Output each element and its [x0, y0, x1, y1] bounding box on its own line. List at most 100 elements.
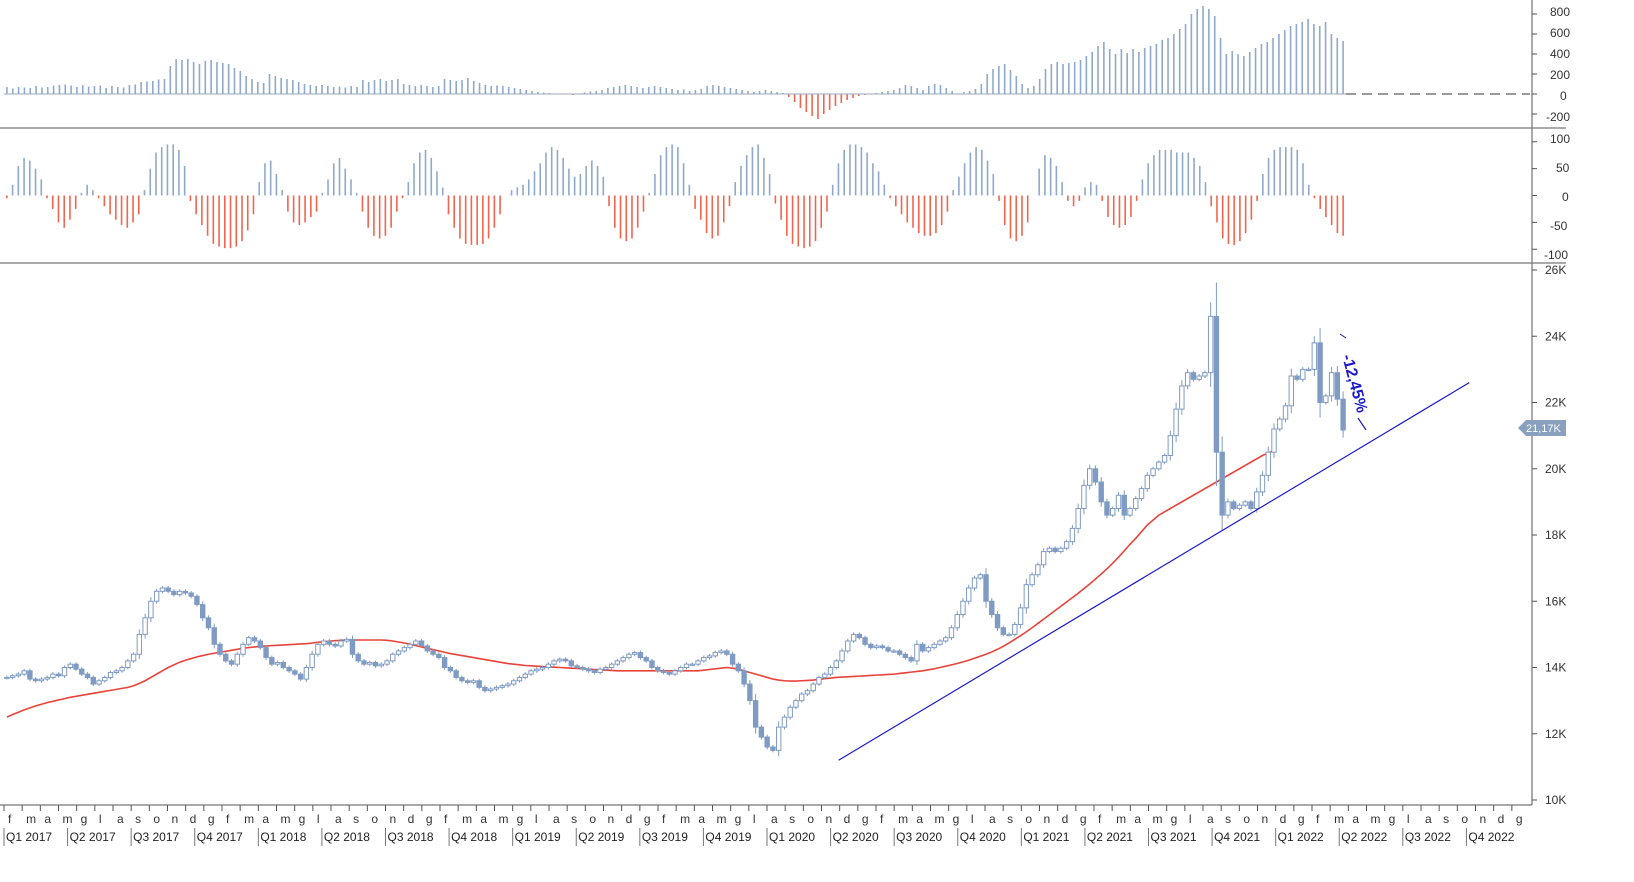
candle-body [706, 655, 713, 659]
price-tick-label: 24K [1545, 329, 1566, 343]
x-quarter-label: Q4 2020 [960, 830, 1006, 844]
candle-body [522, 673, 528, 678]
candle-body [822, 673, 828, 678]
x-month-label: n [172, 812, 179, 826]
candle-body [1115, 494, 1122, 509]
candle-body [660, 670, 667, 673]
x-month-label: g [1298, 812, 1305, 826]
candle-body [666, 671, 672, 675]
x-month-label: f [226, 812, 230, 826]
x-month-label: a [1425, 812, 1432, 826]
candle-body [1000, 627, 1007, 635]
candle-body [574, 665, 580, 668]
candle-body [1081, 484, 1087, 509]
candle-body [620, 657, 626, 662]
x-quarter-label: Q4 2022 [1468, 830, 1514, 844]
x-month-label: s [135, 812, 141, 826]
candle-body [251, 637, 258, 642]
x-month-label: a [1134, 812, 1141, 826]
candle-body [148, 600, 154, 619]
x-month-label: o [807, 812, 814, 826]
x-quarter-label: Q2 2019 [578, 830, 624, 844]
x-month-label: m [1371, 812, 1381, 826]
candle-body [971, 577, 978, 589]
candle-body [56, 673, 62, 677]
candle-body [528, 670, 534, 675]
candle-body [44, 676, 50, 680]
candle-body [655, 667, 661, 672]
candle-body [361, 660, 367, 665]
candle-body [862, 637, 868, 645]
candle-body [142, 617, 148, 635]
x-month-label: f [662, 812, 666, 826]
candle-body [1328, 372, 1335, 397]
candle-body [1271, 428, 1277, 453]
candle-body [902, 653, 909, 659]
candle-body [1104, 501, 1110, 516]
x-month-label: m [1116, 812, 1126, 826]
candle-body [188, 592, 194, 597]
x-month-label: a [262, 812, 269, 826]
x-month-label: g [953, 812, 960, 826]
price-tick-label: 12K [1545, 727, 1566, 741]
candle-body [367, 662, 373, 665]
candle-body [453, 670, 459, 678]
candle-body [176, 590, 183, 596]
x-quarter-label: Q4 2021 [1214, 830, 1260, 844]
candle-body [724, 650, 730, 655]
x-month-label: g [862, 812, 869, 826]
candle-body [735, 663, 742, 672]
candle-body [436, 653, 442, 659]
candle-body [119, 667, 125, 672]
x-month-label: n [1044, 812, 1051, 826]
candle-body [747, 683, 753, 702]
candle-body [752, 700, 759, 728]
candle-body [1323, 395, 1329, 403]
candle-body [1058, 547, 1064, 553]
candle-body [983, 574, 989, 602]
x-month-label: o [371, 812, 378, 826]
x-month-label: a [480, 812, 487, 826]
x-month-label: o [153, 812, 160, 826]
x-month-label: a [1352, 812, 1359, 826]
candle-body [61, 667, 68, 677]
candle-body [1023, 584, 1030, 609]
x-quarter-label: Q3 2018 [388, 830, 434, 844]
candle-body [896, 650, 903, 655]
candle-body [165, 587, 171, 592]
last-price-badge-shape [1518, 420, 1566, 436]
x-quarter-label: Q2 2021 [1087, 830, 1133, 844]
x-quarter-label: Q1 2021 [1023, 830, 1069, 844]
candle-body [741, 670, 747, 685]
candle-body [292, 670, 298, 675]
x-month-label: d [844, 812, 851, 826]
candle-body [384, 660, 390, 665]
candle-body [67, 663, 73, 668]
x-month-label: g [208, 812, 215, 826]
candle-body [511, 680, 517, 685]
candle-body [441, 657, 448, 668]
candle-body [1006, 633, 1012, 637]
candle-body [269, 657, 275, 665]
candle-body [32, 678, 39, 682]
candle-body [937, 640, 943, 645]
candle-body [1063, 541, 1070, 549]
candle-body [799, 693, 805, 702]
candle-body [718, 650, 724, 654]
candle-body [643, 657, 649, 662]
x-month-label: s [353, 812, 359, 826]
x-month-label: f [8, 812, 12, 826]
candle-body [211, 627, 217, 645]
x-month-label: s [789, 812, 795, 826]
candle-body [678, 667, 684, 672]
x-quarter-label: Q3 2021 [1151, 830, 1197, 844]
x-month-label: g [735, 812, 742, 826]
candle-body [297, 673, 304, 680]
candle-body [1110, 508, 1116, 516]
candle-body [1156, 461, 1162, 470]
candle-body [84, 673, 91, 678]
x-quarter-label: Q2 2018 [324, 830, 370, 844]
annotation-tick-top [1339, 333, 1347, 339]
candle-body [649, 660, 655, 668]
x-month-label: l [99, 812, 102, 826]
